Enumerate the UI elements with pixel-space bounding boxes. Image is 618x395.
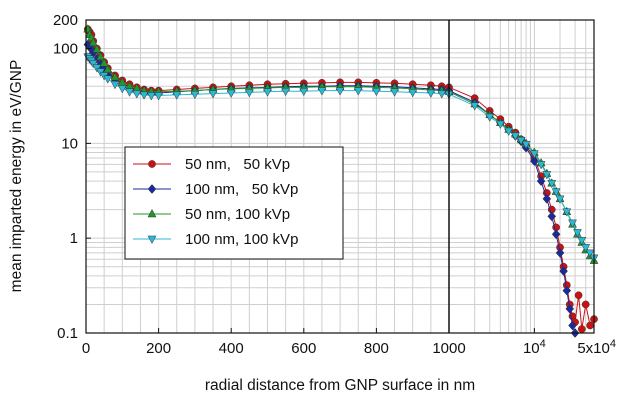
data-point xyxy=(573,229,582,238)
data-point xyxy=(371,87,381,97)
data-point xyxy=(226,89,236,98)
legend-marker xyxy=(148,160,156,168)
series-4 xyxy=(83,53,599,263)
data-point xyxy=(568,219,577,228)
y-tick-label: 200 xyxy=(53,12,78,29)
x-tick-label: 400 xyxy=(219,340,244,357)
data-point xyxy=(190,90,200,100)
data-point xyxy=(581,300,590,309)
data-point xyxy=(96,51,105,60)
data-point xyxy=(132,90,142,99)
data-point xyxy=(263,88,272,97)
data-point xyxy=(577,237,587,246)
data-point xyxy=(125,88,134,97)
data-point xyxy=(208,90,218,99)
y-tick-label: 10 xyxy=(61,135,78,152)
data-point xyxy=(510,132,520,141)
legend-label: 100 nm, 100 kVp xyxy=(185,231,298,248)
data-point xyxy=(521,140,531,150)
data-point xyxy=(408,89,418,98)
x-tick-label: 200 xyxy=(146,340,171,357)
x-tick-label: 800 xyxy=(364,340,389,357)
data-point xyxy=(470,102,480,111)
data-point xyxy=(317,87,327,96)
y-tick-label: 100 xyxy=(53,41,78,58)
data-point xyxy=(568,320,577,331)
data-point xyxy=(574,291,583,300)
tick-layer: 0 200 400 600 800 1000 104 5x104 0.1 1 10 100 200 xyxy=(53,12,616,357)
data-point xyxy=(110,72,120,81)
plot-frame xyxy=(85,19,595,334)
x-tick-label: 1000 xyxy=(432,340,465,357)
y-axis-label: mean imparted energy in eV/GNP xyxy=(8,60,25,293)
data-point xyxy=(99,58,109,67)
legend: 50 nm, 50 kVp 100 nm, 50 kVp 50 nm, 100 kV… xyxy=(124,146,344,260)
data-point xyxy=(551,188,561,197)
data-point xyxy=(299,87,309,97)
data-point xyxy=(529,150,539,159)
y-tick-label: 1 xyxy=(70,230,78,247)
data-point xyxy=(536,176,546,186)
legend-marker xyxy=(147,184,157,194)
data-point xyxy=(581,244,591,253)
data-point xyxy=(437,90,447,99)
data-point xyxy=(390,88,399,97)
data-point xyxy=(172,91,182,100)
data-point xyxy=(485,113,495,122)
legend-marker xyxy=(147,208,157,218)
data-point xyxy=(559,266,568,276)
data-point xyxy=(244,89,254,98)
data-point xyxy=(504,127,514,137)
data-point xyxy=(88,37,98,47)
data-point xyxy=(551,229,561,240)
series-layer xyxy=(83,24,599,338)
data-point xyxy=(88,59,98,69)
data-point xyxy=(585,249,595,258)
data-point xyxy=(547,211,557,222)
data-point xyxy=(547,179,557,189)
x-tick-label: 600 xyxy=(291,340,316,357)
data-point xyxy=(281,87,291,97)
legend-label: 50 nm, 100 kVp xyxy=(185,206,290,223)
data-point xyxy=(335,87,345,96)
legend-label: 50 nm, 50 kVp xyxy=(185,156,290,173)
data-point xyxy=(555,195,565,204)
data-point xyxy=(536,161,546,170)
x-tick-label: 5x104 xyxy=(577,338,616,357)
data-point xyxy=(530,156,539,166)
data-point xyxy=(426,89,436,98)
data-point xyxy=(542,171,552,180)
x-tick-label: 0 xyxy=(82,340,90,357)
data-point xyxy=(92,44,102,53)
data-point xyxy=(562,208,572,217)
data-point xyxy=(555,247,565,258)
data-point xyxy=(110,81,120,90)
x-axis-label: radial distance from GNP surface in nm xyxy=(205,377,475,394)
data-point xyxy=(577,325,586,333)
data-point xyxy=(353,87,363,96)
data-point xyxy=(562,285,572,296)
data-point xyxy=(154,92,164,101)
legend-box xyxy=(124,146,344,260)
data-point xyxy=(495,120,505,130)
data-point xyxy=(139,91,149,100)
data-point xyxy=(565,303,575,314)
data-point xyxy=(103,75,113,84)
data-point xyxy=(516,136,526,146)
data-point xyxy=(117,85,127,94)
legend-label: 100 nm, 50 kVp xyxy=(185,181,298,198)
legend-marker xyxy=(147,235,157,245)
y-tick-label: 0.1 xyxy=(57,325,78,342)
x-tick-label: 104 xyxy=(523,338,546,357)
data-point xyxy=(92,64,102,73)
data-point xyxy=(146,92,156,101)
data-point xyxy=(586,321,594,330)
data-point xyxy=(542,193,552,204)
